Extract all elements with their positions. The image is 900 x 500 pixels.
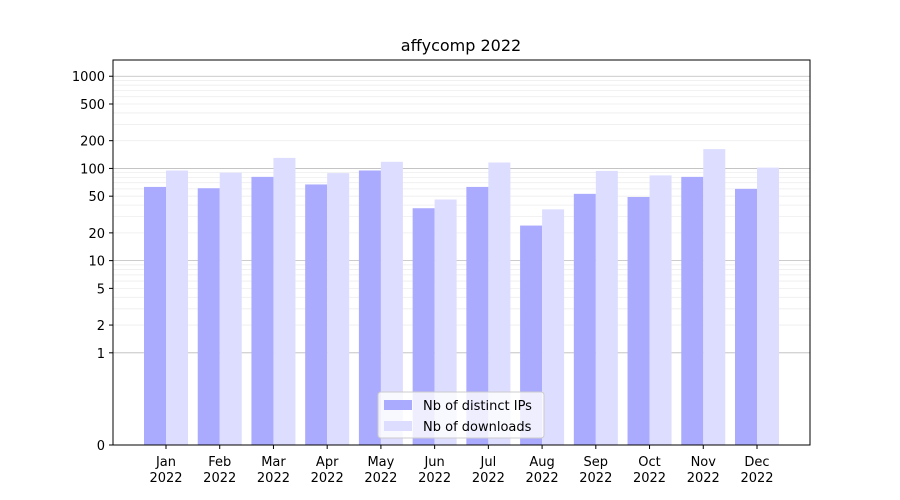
x-tick-label-month: Feb bbox=[208, 455, 231, 470]
bar-ips bbox=[305, 184, 328, 445]
chart-title: affycomp 2022 bbox=[401, 36, 521, 55]
bar-downloads bbox=[273, 157, 296, 446]
y-tick-label: 20 bbox=[88, 227, 105, 242]
x-tick-label-year: 2022 bbox=[149, 471, 182, 486]
x-tick-label-month: Jun bbox=[423, 455, 444, 470]
bar-ips bbox=[466, 186, 489, 445]
x-tick-label-year: 2022 bbox=[526, 471, 559, 486]
x-tick-label-year: 2022 bbox=[311, 471, 344, 486]
x-tick-label-month: Jan bbox=[155, 455, 176, 470]
y-axis: 0 1 2 5 10 20 50 100 200 500 1000 bbox=[72, 70, 113, 454]
x-tick-label-year: 2022 bbox=[687, 471, 720, 486]
x-tick-label-year: 2022 bbox=[364, 471, 397, 486]
x-tick-label-month: Mar bbox=[261, 455, 286, 470]
bar-downloads bbox=[327, 173, 350, 445]
y-tick-label: 500 bbox=[80, 98, 105, 113]
bar-ips bbox=[520, 225, 543, 445]
bar-ips bbox=[627, 196, 650, 445]
x-tick-label-month: Oct bbox=[638, 455, 660, 470]
y-tick-label: 1 bbox=[97, 347, 105, 362]
bar-ips bbox=[358, 170, 381, 445]
x-tick-label-year: 2022 bbox=[418, 471, 451, 486]
legend-label: Nb of downloads bbox=[423, 420, 532, 435]
x-tick-label-month: Dec bbox=[744, 455, 769, 470]
x-tick-label-year: 2022 bbox=[740, 471, 773, 486]
bar-downloads bbox=[380, 161, 403, 445]
bar-ips bbox=[197, 188, 220, 445]
legend: Nb of distinct IPs Nb of downloads bbox=[377, 391, 545, 439]
bar-ips bbox=[573, 193, 596, 445]
bar-downloads bbox=[434, 199, 457, 445]
y-tick-label: 100 bbox=[80, 162, 105, 177]
plot-frame bbox=[112, 59, 811, 446]
bar-ips bbox=[681, 176, 704, 445]
y-tick-label: 10 bbox=[88, 255, 105, 270]
y-tick-label: 200 bbox=[80, 135, 105, 150]
bar-ips bbox=[735, 188, 757, 445]
x-tick-label-month: Apr bbox=[316, 455, 339, 470]
x-tick-label-month: Aug bbox=[529, 455, 554, 470]
y-tick-label: 0 bbox=[97, 439, 105, 454]
bar-ips bbox=[144, 186, 166, 445]
legend-box bbox=[377, 391, 545, 439]
x-tick-label-year: 2022 bbox=[472, 471, 505, 486]
bars bbox=[144, 149, 779, 446]
bar-downloads bbox=[757, 167, 779, 445]
x-axis: Jan2022Feb2022Mar2022Apr2022May2022Jun20… bbox=[149, 445, 774, 486]
x-tick-label-year: 2022 bbox=[633, 471, 666, 486]
legend-swatch bbox=[384, 400, 412, 410]
y-tick-label: 2 bbox=[97, 319, 105, 334]
bar-downloads bbox=[595, 170, 618, 446]
x-tick-label-year: 2022 bbox=[257, 471, 290, 486]
legend-label: Nb of distinct IPs bbox=[423, 399, 532, 414]
x-tick-label-month: Nov bbox=[691, 455, 717, 470]
bar-downloads bbox=[166, 170, 188, 445]
bar-downloads bbox=[703, 149, 726, 445]
x-tick-label-month: May bbox=[367, 455, 394, 470]
y-tick-label: 5 bbox=[97, 282, 105, 297]
bar-downloads bbox=[542, 209, 565, 445]
x-tick-label-year: 2022 bbox=[203, 471, 236, 486]
bar-downloads bbox=[488, 162, 511, 446]
x-tick-label-month: Sep bbox=[584, 455, 609, 470]
bar-ips bbox=[251, 176, 274, 445]
x-tick-label-month: Jul bbox=[480, 455, 497, 470]
legend-swatch bbox=[384, 421, 412, 431]
y-tick-label: 50 bbox=[88, 190, 105, 205]
bar-downloads bbox=[649, 175, 672, 446]
bar-ips bbox=[412, 208, 435, 445]
bar-downloads bbox=[219, 172, 242, 445]
x-tick-label-year: 2022 bbox=[579, 471, 612, 486]
y-tick-label: 1000 bbox=[72, 70, 105, 85]
